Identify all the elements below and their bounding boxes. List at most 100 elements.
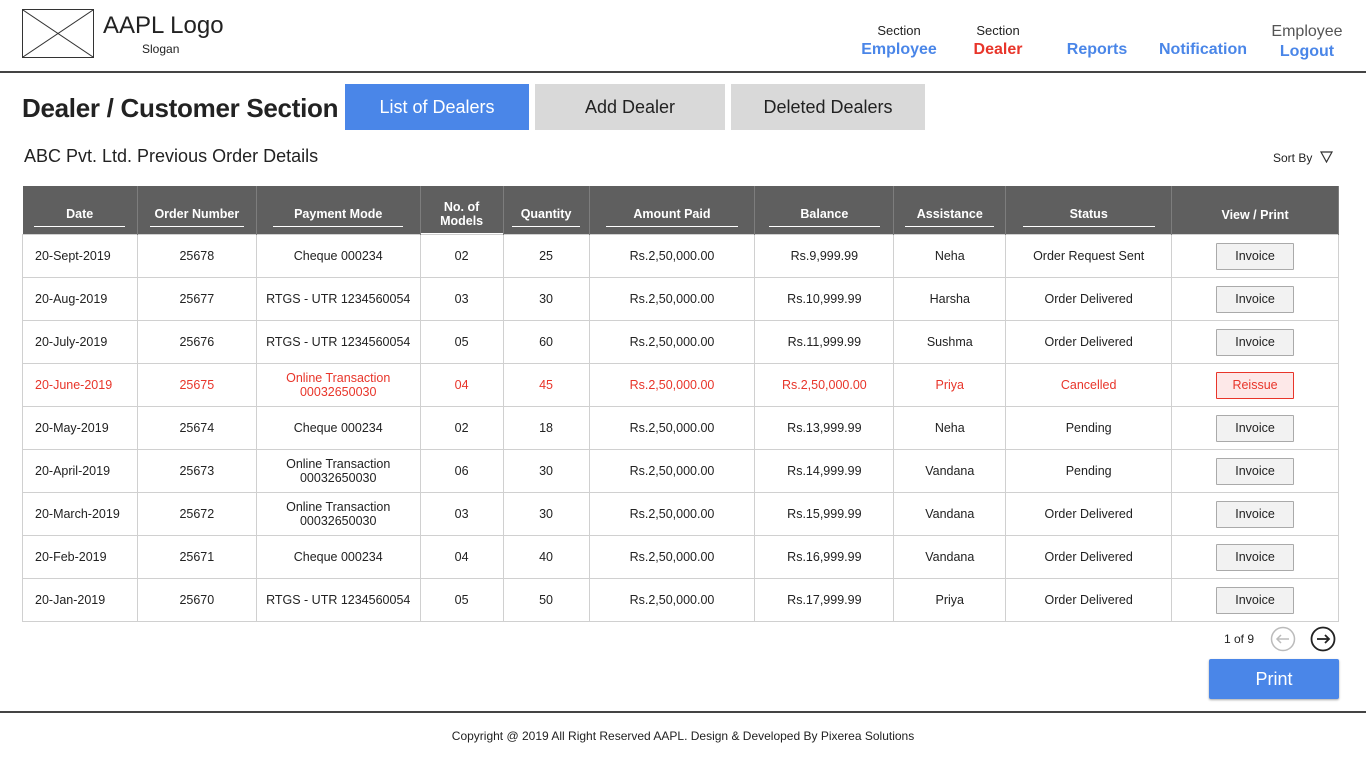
cell-quantity: 25 bbox=[502, 234, 590, 278]
footer: Copyright @ 2019 All Right Reserved AAPL… bbox=[0, 711, 1366, 758]
cell-balance: Rs.15,999.99 bbox=[754, 492, 895, 536]
next-page-arrow-icon[interactable] bbox=[1310, 626, 1336, 652]
tab-add-dealer[interactable]: Add Dealer bbox=[535, 84, 725, 130]
cell-date: 20-Sept-2019 bbox=[22, 234, 138, 278]
cell-status: Order Request Sent bbox=[1005, 234, 1173, 278]
cell-quantity: 30 bbox=[502, 492, 590, 536]
nav-reports-label[interactable]: Reports bbox=[1066, 41, 1128, 58]
nav-dealer-section[interactable]: Section Dealer bbox=[968, 22, 1028, 60]
cell-quantity: 45 bbox=[502, 363, 590, 407]
cell-order-number: 25671 bbox=[136, 535, 257, 579]
cell-view-print: Invoice bbox=[1171, 449, 1339, 493]
cell-date: 20-April-2019 bbox=[22, 449, 138, 493]
cell-order-number: 25677 bbox=[136, 277, 257, 321]
cell-balance: Rs.13,999.99 bbox=[754, 406, 895, 450]
payment-reference-line: 00032650030 bbox=[299, 471, 377, 485]
cell-date: 20-Aug-2019 bbox=[22, 277, 138, 321]
cell-date: 20-July-2019 bbox=[22, 320, 138, 364]
cell-amount-paid: Rs.2,50,000.00 bbox=[588, 320, 756, 364]
nav-employee-label[interactable]: Employee bbox=[861, 41, 937, 58]
cell-quantity: 30 bbox=[502, 277, 590, 321]
cell-view-print: Invoice bbox=[1171, 535, 1339, 579]
col-assistance: Assistance bbox=[893, 186, 1007, 235]
table-row: 20-May-2019 25674 Cheque 000234 02 18 Rs.2,50… bbox=[22, 406, 1339, 450]
cell-order-number: 25678 bbox=[136, 234, 257, 278]
cell-no-of-models: 02 bbox=[419, 406, 504, 450]
invoice-button[interactable]: Invoice bbox=[1216, 457, 1295, 485]
cell-assistance: Neha bbox=[893, 406, 1007, 450]
table-header-row: Date Order Number Payment Mode No. of Mo… bbox=[22, 186, 1339, 235]
col-no-of-models: No. of Models bbox=[420, 186, 504, 235]
table-row: 20-Aug-2019 25677 RTGS - UTR 1234560054 03 3… bbox=[22, 277, 1339, 321]
payment-reference-line: 00032650030 bbox=[299, 514, 377, 528]
prev-page-arrow-icon[interactable] bbox=[1270, 626, 1296, 652]
invoice-button[interactable]: Invoice bbox=[1216, 242, 1295, 270]
table-row: 20-Feb-2019 25671 Cheque 000234 04 40 Rs.2,50… bbox=[22, 535, 1339, 579]
cell-status: Pending bbox=[1005, 406, 1173, 450]
col-view-print: View / Print bbox=[1171, 186, 1339, 235]
invoice-button[interactable]: Invoice bbox=[1216, 500, 1295, 528]
cell-view-print: Reissue bbox=[1171, 363, 1339, 407]
table-row: 20-June-2019 25675 Online Transaction 00032… bbox=[22, 363, 1339, 407]
cell-order-number: 25674 bbox=[136, 406, 257, 450]
invoice-button[interactable]: Invoice bbox=[1216, 285, 1295, 313]
cell-no-of-models: 05 bbox=[419, 578, 504, 622]
cell-assistance: Vandana bbox=[893, 449, 1007, 493]
cell-assistance: Sushma bbox=[893, 320, 1007, 364]
nav-logout[interactable]: Employee Logout bbox=[1266, 22, 1348, 62]
cell-order-number: 25676 bbox=[136, 320, 257, 364]
copyright-text: Copyright @ 2019 All Right Reserved AAPL… bbox=[451, 729, 915, 743]
cell-status: Order Delivered bbox=[1005, 320, 1173, 364]
page-title: Dealer / Customer Section bbox=[22, 93, 339, 123]
nav-dealer-label[interactable]: Dealer bbox=[973, 41, 1023, 58]
cell-amount-paid: Rs.2,50,000.00 bbox=[588, 363, 756, 407]
nav-employee-caption: Section bbox=[877, 23, 921, 38]
invoice-button[interactable]: Invoice bbox=[1216, 586, 1295, 614]
cell-no-of-models: 04 bbox=[419, 363, 504, 407]
cell-balance: Rs.17,999.99 bbox=[754, 578, 895, 622]
cell-amount-paid: Rs.2,50,000.00 bbox=[588, 234, 756, 278]
invoice-button[interactable]: Invoice bbox=[1216, 328, 1295, 356]
nav-notification[interactable]: Notification bbox=[1156, 40, 1250, 60]
nav-employee-section[interactable]: Section Employee bbox=[860, 22, 938, 60]
col-status: Status bbox=[1005, 186, 1173, 235]
tab-list-of-dealers[interactable]: List of Dealers bbox=[345, 84, 529, 130]
table-row: 20-March-2019 25672 Online Transaction 0003… bbox=[22, 492, 1339, 536]
cell-assistance: Priya bbox=[893, 363, 1007, 407]
filter-triangle-icon bbox=[1319, 151, 1333, 166]
invoice-button[interactable]: Invoice bbox=[1216, 414, 1295, 442]
payment-mode-line: Online Transaction bbox=[286, 371, 391, 385]
cell-status: Order Delivered bbox=[1005, 578, 1173, 622]
cell-amount-paid: Rs.2,50,000.00 bbox=[588, 406, 756, 450]
logout-link[interactable]: Logout bbox=[1279, 43, 1335, 60]
cell-no-of-models: 03 bbox=[419, 277, 504, 321]
table-row: 20-April-2019 25673 Online Transaction 0003… bbox=[22, 449, 1339, 493]
col-payment-mode: Payment Mode bbox=[256, 186, 421, 235]
invoice-button[interactable]: Invoice bbox=[1216, 543, 1295, 571]
sort-by-button[interactable]: Sort By bbox=[1273, 151, 1333, 166]
cell-no-of-models: 05 bbox=[419, 320, 504, 364]
reissue-button[interactable]: Reissue bbox=[1216, 371, 1295, 399]
col-date: Date bbox=[22, 186, 138, 235]
nav-dealer-caption: Section bbox=[976, 23, 1020, 38]
table-row: 20-Jan-2019 25670 RTGS - UTR 1234560054 05 5… bbox=[22, 578, 1339, 622]
logo-placeholder-icon bbox=[22, 9, 94, 58]
top-header: AAPL Logo Slogan Section Employee Sectio… bbox=[0, 0, 1366, 73]
cell-amount-paid: Rs.2,50,000.00 bbox=[588, 578, 756, 622]
sort-by-label: Sort By bbox=[1273, 151, 1313, 165]
cell-balance: Rs.11,999.99 bbox=[754, 320, 895, 364]
cell-view-print: Invoice bbox=[1171, 320, 1339, 364]
page-info: 1 of 9 bbox=[1224, 632, 1255, 646]
tab-deleted-dealers[interactable]: Deleted Dealers bbox=[731, 84, 925, 130]
cell-assistance: Harsha bbox=[893, 277, 1007, 321]
col-quantity: Quantity bbox=[503, 186, 590, 235]
print-button[interactable]: Print bbox=[1209, 659, 1339, 699]
cell-balance: Rs.10,999.99 bbox=[754, 277, 895, 321]
cell-order-number: 25673 bbox=[136, 449, 257, 493]
nav-notification-label[interactable]: Notification bbox=[1159, 41, 1247, 58]
cell-balance: Rs.14,999.99 bbox=[754, 449, 895, 493]
cell-date: 20-March-2019 bbox=[22, 492, 138, 536]
nav-reports[interactable]: Reports bbox=[1062, 40, 1132, 60]
cell-view-print: Invoice bbox=[1171, 234, 1339, 278]
cell-date: 20-June-2019 bbox=[22, 363, 138, 407]
